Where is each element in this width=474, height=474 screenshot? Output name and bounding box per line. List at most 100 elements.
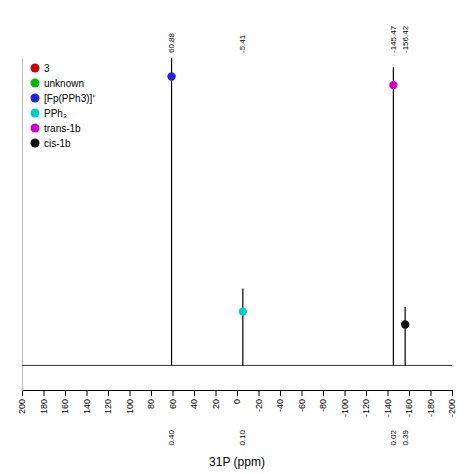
x-tick-label: 20 [211, 399, 221, 409]
x-tick: 0 [232, 390, 242, 404]
peak-stick [405, 307, 406, 365]
x-tick: 20 [211, 390, 221, 409]
x-tick: -40 [275, 390, 285, 412]
legend-label: 3 [44, 63, 50, 74]
peak-label: -156.42 [401, 25, 410, 53]
x-tick-mark [366, 390, 367, 396]
x-tick-label: 200 [17, 399, 27, 414]
x-tick-mark [452, 390, 453, 396]
integral-label: 0.39 [401, 429, 410, 445]
x-tick-label: 180 [39, 399, 49, 414]
x-tick-mark [87, 390, 88, 396]
y-axis-line [22, 59, 23, 391]
x-tick-label: 80 [146, 399, 156, 409]
x-tick: -60 [297, 390, 307, 412]
x-tick-mark [409, 390, 410, 396]
x-tick-mark [302, 390, 303, 396]
legend-swatch [31, 124, 40, 133]
marks [22, 58, 452, 365]
legend-item: 3 [31, 63, 51, 74]
x-tick-mark [280, 390, 281, 396]
annotations: 60.88 -5.41 -145.47-156.42 0.40 0.10 0.020.39 [167, 25, 410, 445]
legend-swatch [31, 79, 40, 88]
peak-label: 60.88 [167, 32, 176, 53]
peak-label: -5.41 [238, 34, 247, 53]
x-tick-mark [108, 390, 109, 396]
x-tick-mark [65, 390, 66, 396]
x-axis-title: 31P (ppm) [209, 455, 265, 469]
x-axis: 200180160140120100806040200-20-40-60-80-… [17, 390, 457, 417]
x-tick-label: -40 [275, 399, 285, 412]
x-tick: -200 [447, 390, 457, 417]
y-axis [22, 59, 23, 391]
x-axis-line [23, 391, 453, 397]
x-tick: -140 [383, 390, 393, 417]
plot-area: 200180160140120100806040200-20-40-60-80-… [17, 25, 457, 469]
x-tick: 60 [168, 390, 178, 409]
legend-item: cis-1b [31, 138, 72, 149]
legend-label: unknown [44, 78, 84, 89]
x-tick-label: -140 [383, 399, 393, 417]
x-tick: -20 [254, 390, 264, 412]
x-tick-mark [44, 390, 45, 396]
x-tick-mark [323, 390, 324, 396]
x-tick-mark [194, 390, 195, 396]
peak-dot [167, 72, 175, 80]
x-tick: 40 [189, 390, 199, 409]
baseline [22, 365, 452, 366]
x-tick-label: -200 [447, 399, 457, 417]
peak-label: -145.47 [389, 25, 398, 53]
peak-stick [242, 289, 243, 366]
x-tick-mark [216, 390, 217, 396]
legend-label: [Fp(PPh3)]⁺ [44, 93, 96, 104]
integral-label: 0.02 [389, 429, 398, 445]
x-tick-label: -60 [297, 399, 307, 412]
x-tick-label: 120 [103, 399, 113, 414]
legend-swatch [31, 64, 40, 73]
x-tick-mark [345, 390, 346, 396]
x-tick: 160 [60, 390, 70, 414]
integral-label: 0.10 [238, 429, 247, 445]
peak-dot [239, 307, 247, 315]
integral-label: 0.40 [167, 429, 176, 445]
legend-item: PPh₃ [31, 108, 67, 119]
peak-stick [393, 67, 394, 365]
chart: 200180160140120100806040200-20-40-60-80-… [0, 0, 474, 474]
x-tick: 140 [82, 390, 92, 414]
x-tick-label: 40 [189, 399, 199, 409]
x-tick-mark [151, 390, 152, 396]
x-tick: -80 [318, 390, 328, 412]
x-tick-mark [431, 390, 432, 396]
x-tick-label: 140 [82, 399, 92, 414]
legend-swatch [31, 109, 40, 118]
legend-swatch [31, 94, 40, 103]
x-tick: 100 [125, 390, 135, 414]
legend-label: PPh₃ [44, 108, 67, 119]
x-tick: -180 [426, 390, 436, 417]
legend-item: unknown [31, 78, 85, 89]
x-tick-label: -120 [361, 399, 371, 417]
x-tick-label: -180 [426, 399, 436, 417]
x-tick-label: -100 [340, 399, 350, 417]
x-tick-label: 160 [60, 399, 70, 414]
x-tick-mark [22, 390, 23, 396]
x-tick-label: -160 [404, 399, 414, 417]
peak-dot [389, 81, 397, 89]
x-tick-mark [259, 390, 260, 396]
legend-item: trans-1b [31, 123, 82, 134]
legend: 3 unknown [Fp(PPh3)]⁺ PPh₃ trans-1b cis-1b [31, 63, 97, 149]
legend-item: [Fp(PPh3)]⁺ [31, 93, 97, 104]
x-tick-mark [173, 390, 174, 396]
legend-swatch [31, 139, 40, 148]
peak-dot [401, 320, 409, 328]
peak-stick [171, 58, 172, 365]
legend-label: cis-1b [44, 138, 71, 149]
x-tick-label: 100 [125, 399, 135, 414]
x-tick: -120 [361, 390, 371, 417]
legend-label: trans-1b [44, 123, 81, 134]
x-tick: -100 [340, 390, 350, 417]
x-tick-label: 0 [232, 399, 242, 404]
x-tick: 180 [39, 390, 49, 414]
x-tick-label: -20 [254, 399, 264, 412]
x-tick: 200 [17, 390, 27, 414]
